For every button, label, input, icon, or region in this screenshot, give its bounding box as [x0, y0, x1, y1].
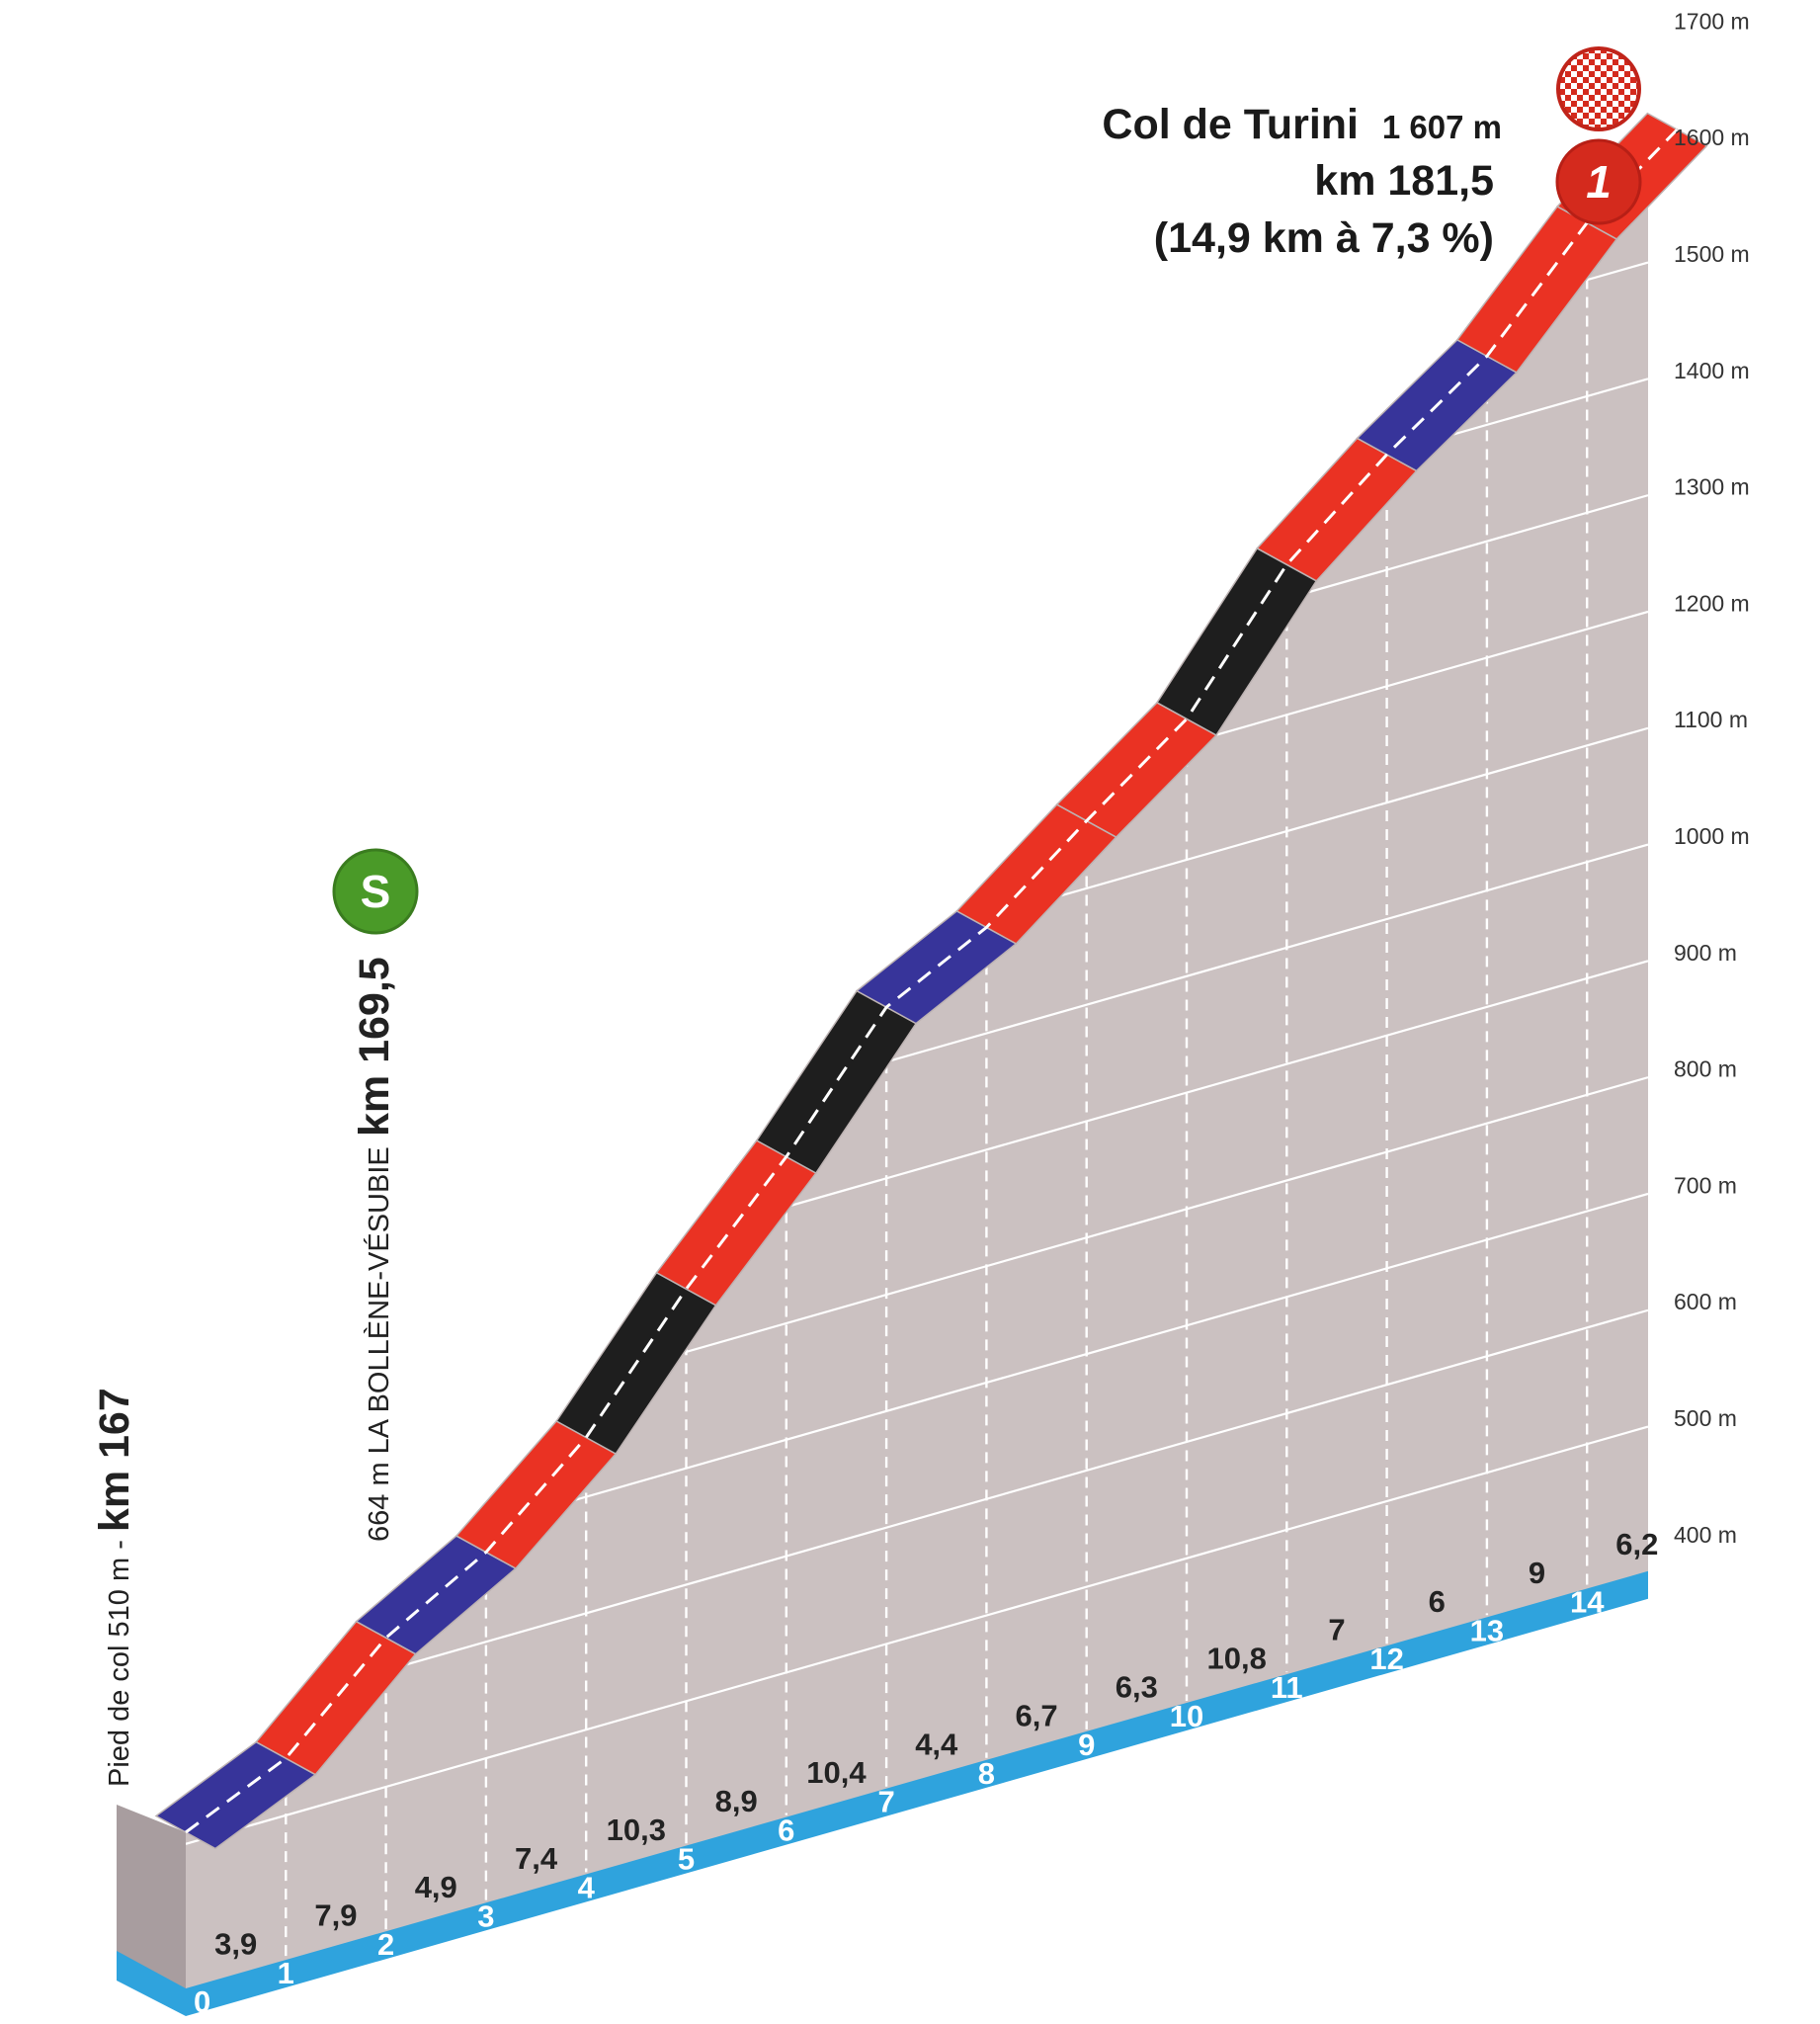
- km-tick-label: 7: [877, 1785, 894, 1819]
- gradient-label: 4,9: [415, 1870, 457, 1904]
- y-tick-label: 1100 m: [1674, 707, 1748, 732]
- y-tick-label: 500 m: [1674, 1405, 1737, 1431]
- y-tick-label: 1700 m: [1674, 8, 1750, 34]
- summit-km: km 181,5: [1314, 157, 1494, 205]
- gradient-label: 7: [1328, 1613, 1345, 1647]
- summit-altitude: 1 607 m: [1382, 109, 1502, 145]
- summit-stats: (14,9 km à 7,3 %): [1154, 214, 1494, 262]
- grid-line-600: [186, 1308, 1649, 1729]
- gradient-label: 6,2: [1615, 1527, 1658, 1561]
- kom-category-badge: 1: [1555, 138, 1642, 225]
- y-tick-label: 1500 m: [1674, 241, 1750, 267]
- gradient-label: 10,8: [1206, 1642, 1266, 1676]
- km-tick-label: 5: [678, 1842, 695, 1877]
- y-tick-label: 1600 m: [1674, 125, 1750, 150]
- summit-name: Col de Turini: [1102, 101, 1359, 148]
- y-tick-label: 800 m: [1674, 1056, 1737, 1082]
- km-tick-label: 13: [1470, 1613, 1504, 1647]
- sprint-badge: S: [332, 848, 419, 935]
- y-tick-label: 400 m: [1674, 1522, 1737, 1548]
- y-tick-label: 1400 m: [1674, 358, 1750, 383]
- base-band-fill: [117, 1570, 1648, 2016]
- km-tick-label: 12: [1369, 1642, 1403, 1676]
- y-tick-label: 1300 m: [1674, 474, 1750, 500]
- gradient-label: 6,7: [1015, 1698, 1057, 1732]
- gradient-label: 4,4: [915, 1727, 958, 1761]
- road-gradient-segments: [154, 112, 1708, 1850]
- gradient-label: 8,9: [715, 1784, 758, 1818]
- gradient-label: 6,3: [1116, 1669, 1158, 1704]
- y-tick-label: 600 m: [1674, 1289, 1737, 1314]
- gradient-label: 3,9: [214, 1927, 257, 1962]
- km-tick-label: 8: [978, 1756, 995, 1791]
- sprint-place: 664 m LA BOLLÈNE-VÉSUBIE: [363, 1146, 395, 1542]
- km-tick-label: 10: [1170, 1699, 1203, 1733]
- kom-category: 1: [1586, 156, 1612, 208]
- profile-left-wall: [117, 1805, 186, 1990]
- road-center-line: [185, 128, 1679, 1834]
- base-band: [117, 1570, 1648, 2016]
- km-tick-label: 0: [194, 1984, 210, 2019]
- gradient-label: 7,9: [314, 1898, 357, 1933]
- gradient-label: 6: [1429, 1584, 1446, 1619]
- gradient-label: 10,4: [806, 1755, 867, 1790]
- start-km: km 167: [91, 1388, 138, 1532]
- gradient-label: 7,4: [515, 1841, 558, 1876]
- checkered-flag-icon: [1556, 46, 1641, 131]
- y-axis-ticks: 400 m 500 m 600 m 700 m 800 m 900 m 1000 m 1100…: [1674, 8, 1750, 1547]
- y-tick-label: 1200 m: [1674, 590, 1750, 616]
- y-tick-label: 900 m: [1674, 940, 1737, 966]
- gradient-label: 10,3: [607, 1813, 666, 1847]
- start-label-group: Pied de col 510 m - km 167: [91, 1388, 138, 1787]
- y-tick-label: 1000 m: [1674, 823, 1750, 849]
- km-tick-label: 6: [778, 1813, 794, 1848]
- km-tick-label: 14: [1570, 1584, 1605, 1619]
- sprint-badge-letter: S: [361, 866, 391, 917]
- km-tick-label: 2: [377, 1927, 394, 1962]
- km-tick-label: 4: [578, 1870, 596, 1904]
- y-tick-label: 700 m: [1674, 1172, 1737, 1198]
- grid-line-500: [186, 1425, 1649, 1845]
- sprint-km: km 169,5: [351, 957, 398, 1137]
- km-tick-label: 3: [477, 1898, 494, 1933]
- km-and-gradient-labels: 012345678910111213143,97,94,97,410,38,91…: [194, 1527, 1658, 2019]
- gradient-label: 9: [1529, 1556, 1545, 1590]
- km-tick-label: 11: [1271, 1670, 1303, 1705]
- km-tick-label: 1: [278, 1956, 294, 1990]
- km-tick-label: 9: [1078, 1728, 1095, 1762]
- start-label: Pied de col 510 m -: [104, 1532, 135, 1787]
